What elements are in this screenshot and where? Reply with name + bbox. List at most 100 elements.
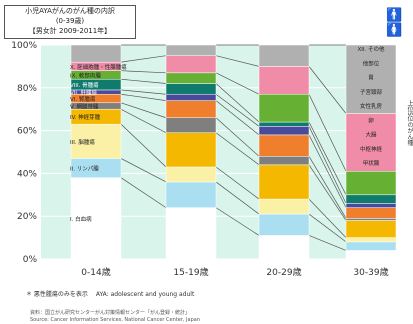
bar-segment	[165, 166, 217, 183]
bar-segment	[345, 44, 397, 114]
segment-label: I. 白血病	[70, 215, 92, 223]
bar-segment	[345, 220, 397, 238]
source-note: 資料：国立がん研究センターがん対策情報センター「がん登録・統計」 Source:…	[30, 310, 200, 324]
bar-segment	[258, 164, 310, 200]
connector-line	[308, 66, 347, 114]
connector-line	[308, 121, 347, 195]
y-tick-label: 40%	[17, 169, 37, 179]
segment-labels-left: I. 白血病 II. リンパ腫 III. 脳腫瘍 IV. 神経芽腫 V. 網膜芽腫VI.…	[70, 63, 127, 223]
bar-segment	[165, 207, 217, 260]
x-axis-labels: 0-14歳 15-19歳 20-29歳 30-39歳	[81, 266, 388, 278]
bar-segment	[345, 194, 397, 204]
connector-line	[120, 55, 167, 63]
connector-line	[120, 70, 167, 74]
segment-label: XII. その他	[357, 45, 385, 53]
bar-segment	[70, 44, 122, 63]
bar-segment	[258, 126, 310, 136]
bar-segment	[345, 203, 397, 208]
segment-label: 甲状腺	[363, 159, 380, 167]
footnote: ＊ 悪性腫瘍のみを表示 AYA: adolescent and young ad…	[26, 291, 195, 298]
bar-segment	[345, 207, 397, 219]
connector-line	[120, 158, 167, 183]
segment-label: X. 胚細胞腫・性腺腫瘍	[70, 63, 127, 71]
bars	[70, 44, 397, 260]
connector-line	[215, 181, 260, 215]
bar-segment	[345, 218, 397, 221]
segment-label: 卵	[368, 116, 374, 124]
connector-line	[215, 72, 260, 95]
segment-label: III. 脳腫瘍	[70, 138, 95, 146]
segment-label: 子宮頸部	[360, 88, 383, 96]
segment-label: IV. 神経芽腫	[70, 113, 101, 121]
bar-segment	[165, 93, 217, 101]
bar-segment	[258, 156, 310, 166]
side-label: 上位5位のがん種	[406, 100, 413, 146]
connector-line	[215, 117, 260, 157]
connector-line	[308, 134, 347, 208]
chart-subtitle-period: 【男女計 2009-2011年】	[28, 27, 112, 35]
source-line-2: Source: Cancer Information Services, Nat…	[30, 317, 201, 323]
connector-line	[308, 198, 347, 238]
bar-segment	[165, 117, 217, 133]
connector-line	[120, 177, 167, 208]
connector-line	[308, 164, 347, 221]
bar-segment	[165, 55, 217, 74]
connector-line	[215, 55, 260, 67]
connector-line	[308, 94, 347, 172]
bar-segment	[258, 213, 310, 236]
y-tick-label: 0%	[23, 255, 38, 265]
bar-segment	[258, 93, 310, 123]
bar-segment	[258, 235, 310, 260]
segment-label: 大腸	[365, 131, 377, 139]
bar-segment	[165, 44, 217, 56]
y-tick-label: 60%	[17, 127, 37, 137]
connector-line	[308, 235, 347, 251]
connector-line	[215, 93, 260, 127]
x-tick-label: 15-19歳	[173, 266, 208, 278]
segment-label: 胃	[368, 75, 374, 82]
bar-segment	[165, 132, 217, 168]
y-axis-labels: 0% 20% 40% 60% 80% 100%	[11, 41, 37, 265]
bar-segment	[258, 44, 310, 67]
segment-label: VIII. 骨腫瘍	[70, 81, 99, 89]
connector-line	[308, 126, 347, 204]
bar-segment	[258, 121, 310, 127]
connector-line	[215, 100, 260, 136]
connector-line	[308, 156, 347, 219]
bar-segment	[165, 72, 217, 84]
connector-line	[215, 166, 260, 200]
bar-segment	[345, 250, 397, 260]
connector-line	[120, 78, 167, 84]
segment-label: 他部位	[363, 59, 380, 67]
segment-label: II. リンパ腫	[70, 165, 99, 173]
connector-line	[215, 207, 260, 236]
connector-line	[120, 89, 167, 95]
connector-line	[215, 132, 260, 166]
connector-line	[120, 123, 167, 168]
bar-segment	[258, 198, 310, 215]
people-icon: 🚹🚺	[386, 8, 402, 38]
segment-label: IX. 軟部肉腫	[70, 71, 101, 79]
chart-title-box: 小児AYAがんのがん種の内訳 (0-39歳) 【男女計 2009-2011年】	[4, 5, 136, 39]
connector-line	[120, 102, 167, 119]
segment-label: 中枢神経	[360, 145, 383, 153]
y-tick-label: 20%	[17, 212, 37, 222]
bar-segment	[258, 66, 310, 95]
segment-label: V. 網膜芽腫	[70, 102, 99, 110]
chart-title: 小児AYAがんのがん種の内訳	[25, 7, 115, 15]
bar-segment	[165, 100, 217, 119]
segment-label: VII. 肝腫瘍	[70, 89, 98, 97]
connector-line	[120, 108, 167, 134]
y-tick-label: 80%	[17, 84, 37, 94]
bar-segment	[345, 241, 397, 251]
x-tick-label: 30-39歳	[353, 266, 388, 278]
bar-segment	[165, 181, 217, 208]
x-tick-label: 20-29歳	[266, 266, 301, 278]
bar-segment	[258, 134, 310, 157]
bar-segment	[345, 237, 397, 243]
bar-segment	[165, 83, 217, 95]
connector-line	[308, 213, 347, 243]
bar-segment	[345, 171, 397, 196]
